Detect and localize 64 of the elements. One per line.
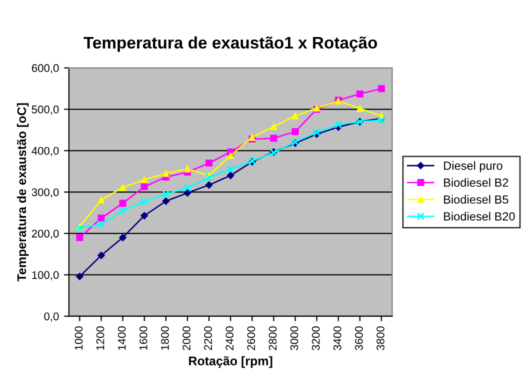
point [270, 134, 278, 142]
point [140, 198, 148, 206]
point [270, 123, 278, 130]
x-tick-label: 2800 [268, 326, 277, 350]
point [206, 160, 212, 167]
legend-label: Biodiesel B20 [444, 212, 515, 221]
x-tick-label: 2200 [204, 326, 212, 350]
x-tick-label: 1400 [118, 326, 126, 350]
x-tick-label: 1200 [96, 326, 104, 350]
point [118, 234, 127, 242]
point [334, 120, 342, 129]
point [162, 197, 170, 205]
legend-label: Biodiesel B2 [444, 178, 508, 187]
x-tick-label: 1600 [139, 326, 148, 350]
point [97, 220, 106, 228]
point [140, 212, 148, 220]
point [97, 252, 106, 260]
y-tick-label: 500,0 [32, 106, 59, 115]
point [119, 184, 126, 191]
point [98, 196, 105, 204]
chart-title: Temperatura de exaustão1 x Rotação [84, 36, 378, 52]
y-tick-label: 0,0 [44, 312, 59, 322]
x-tick-label: 1000 [74, 326, 83, 350]
point [205, 181, 213, 189]
x-tick-label: 3200 [312, 326, 320, 350]
x-tick-label: 2400 [226, 326, 234, 350]
point [140, 176, 148, 184]
x-tick-label: 2000 [182, 326, 190, 350]
x-tick-label: 2600 [247, 326, 256, 350]
point [292, 128, 299, 136]
legend-label: Biodiesel B5 [444, 195, 508, 204]
point [183, 184, 192, 192]
point [356, 90, 364, 98]
y-tick-label: 400,0 [32, 146, 59, 156]
point [226, 172, 234, 180]
point [205, 174, 213, 182]
x-tick-label: 1800 [161, 326, 169, 350]
legend-label: Diesel puro [444, 161, 502, 172]
y-tick-label: 300,0 [32, 188, 59, 198]
point [162, 190, 170, 198]
y-tick-label: 100,0 [32, 271, 59, 280]
x-tick-label: 3000 [290, 326, 298, 350]
point [76, 272, 84, 280]
point [76, 234, 84, 242]
point [378, 85, 385, 92]
point [162, 170, 170, 177]
point [140, 183, 148, 190]
y-tick-label: 600,0 [32, 64, 59, 74]
point [226, 165, 235, 174]
y-axis-title: Temperatura de exaustão [oC] [16, 103, 29, 282]
point [76, 224, 84, 232]
point [98, 214, 105, 222]
point [356, 104, 364, 112]
x-tick-label: 3400 [333, 326, 342, 350]
point [118, 206, 127, 215]
x-tick-label: 3600 [354, 326, 363, 350]
point [292, 112, 299, 120]
x-tick-label: 3800 [376, 326, 384, 350]
y-tick-label: 200,0 [32, 230, 59, 239]
point [119, 200, 126, 207]
point [184, 165, 191, 172]
point [184, 189, 192, 197]
x-axis-title: Rotação [rpm] [189, 356, 272, 368]
point [227, 152, 234, 160]
